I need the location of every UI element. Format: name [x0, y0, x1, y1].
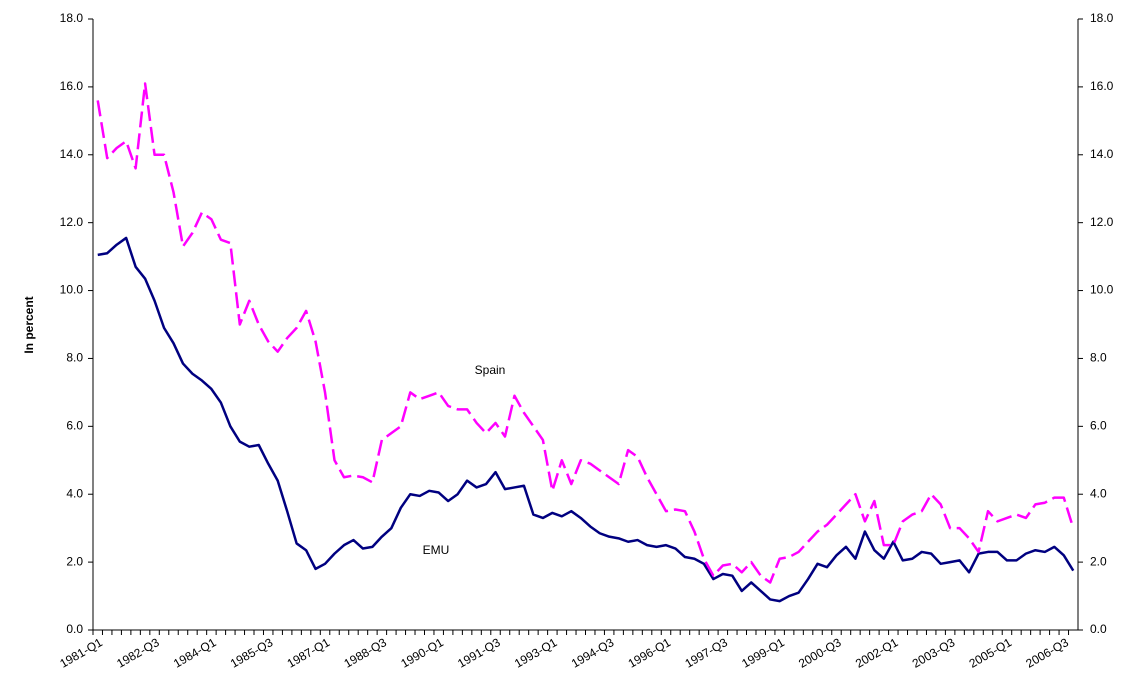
y-tick-label: 18.0: [60, 11, 84, 25]
x-tick-label: 1997-Q3: [682, 635, 730, 671]
x-tick-label: 1991-Q3: [455, 635, 503, 671]
y2-tick-label: 14.0: [1090, 147, 1114, 161]
y-tick-label: 6.0: [66, 419, 83, 433]
y-tick-label: 4.0: [66, 486, 83, 500]
y-tick-label: 12.0: [60, 215, 84, 229]
y2-tick-label: 4.0: [1090, 486, 1107, 500]
x-tick-label: 2003-Q3: [910, 635, 958, 671]
y2-tick-label: 6.0: [1090, 419, 1107, 433]
x-tick-label: 1988-Q3: [342, 635, 390, 671]
y-tick-label: 0.0: [66, 622, 83, 636]
x-tick-label: 1990-Q1: [398, 635, 446, 671]
x-tick-label: 2005-Q1: [967, 635, 1015, 671]
series-label: EMU: [423, 543, 450, 557]
x-tick-label: 2000-Q3: [796, 635, 844, 671]
y2-tick-label: 2.0: [1090, 554, 1107, 568]
series-line: [97, 236, 1075, 603]
x-tick-label: 2002-Q1: [853, 635, 901, 671]
x-tick-label: 1981-Q1: [57, 635, 105, 671]
x-tick-label: 1996-Q1: [626, 635, 674, 671]
x-tick-label: 1982-Q3: [114, 635, 162, 671]
x-tick-label: 2006-Q3: [1023, 635, 1071, 671]
y-tick-label: 14.0: [60, 147, 84, 161]
x-tick-label: 1987-Q1: [285, 635, 333, 671]
y-axis-label: In percent: [22, 296, 36, 353]
series-line: [96, 82, 1075, 584]
y-tick-label: 16.0: [60, 79, 84, 93]
series-label: Spain: [475, 363, 506, 377]
y2-tick-label: 12.0: [1090, 215, 1114, 229]
y2-tick-label: 10.0: [1090, 283, 1114, 297]
x-tick-label: 1984-Q1: [171, 635, 219, 671]
y2-tick-label: 16.0: [1090, 79, 1114, 93]
y-tick-label: 10.0: [60, 283, 84, 297]
x-tick-label: 1994-Q3: [569, 635, 617, 671]
y-tick-label: 2.0: [66, 554, 83, 568]
y-tick-label: 8.0: [66, 351, 83, 365]
y2-tick-label: 8.0: [1090, 351, 1107, 365]
y2-tick-label: 0.0: [1090, 622, 1107, 636]
x-tick-label: 1993-Q1: [512, 635, 560, 671]
x-tick-label: 1999-Q1: [739, 635, 787, 671]
y2-tick-label: 18.0: [1090, 11, 1114, 25]
x-tick-label: 1985-Q3: [228, 635, 276, 671]
